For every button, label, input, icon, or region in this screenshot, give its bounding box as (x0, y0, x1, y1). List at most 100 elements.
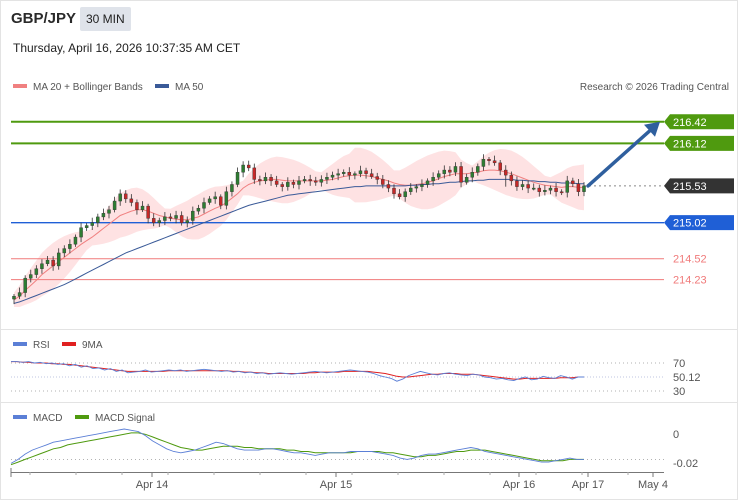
candle-body (73, 236, 78, 245)
candle-body (112, 200, 117, 210)
price-level-tag (664, 215, 734, 231)
candle-body (151, 218, 156, 223)
macd-zero-label: 0 (673, 429, 679, 441)
candle-body (274, 180, 279, 185)
candle-body (464, 177, 469, 183)
rsi-ma-legend-swatch (62, 342, 76, 346)
macd-legend-label: MACD (33, 413, 62, 424)
candle-body (269, 177, 273, 182)
candle-body (314, 180, 318, 183)
price-level-label: 214.52 (673, 254, 707, 266)
macd-signal-legend-swatch (75, 415, 89, 419)
candle-body (224, 191, 229, 206)
timestamp: Thursday, April 16, 2026 10:37:35 AM CET (13, 41, 241, 55)
candle-body (101, 213, 106, 218)
candle-body (79, 227, 83, 238)
candle-body (163, 216, 167, 221)
candle-body (230, 184, 234, 192)
candle-body (118, 193, 122, 202)
rsi-legend-label: RSI (33, 340, 50, 351)
candle-body (34, 268, 39, 275)
candle-body (341, 172, 346, 174)
rsi-level-label: 30 (673, 386, 685, 398)
candle-body (107, 209, 111, 214)
candle-body (504, 169, 508, 176)
candle-body (45, 259, 50, 264)
candle-body (565, 180, 569, 193)
price-pane: 216.42 216.12 215.53 215.02 214.52 214.23 (11, 114, 734, 307)
candle-body (358, 170, 363, 174)
candle-body (364, 170, 368, 174)
candle-body (347, 172, 352, 176)
candle-body (235, 172, 240, 185)
rsi-pane: 70 30 50.12 (11, 358, 701, 398)
candle-body (246, 164, 251, 169)
candle-body (381, 179, 385, 185)
candle-body (442, 169, 447, 174)
price-level-tag (664, 114, 734, 130)
candle-body (202, 202, 206, 209)
candle-body (392, 187, 396, 195)
candle-body (492, 160, 497, 164)
candle-body (386, 184, 391, 189)
candle-body (140, 205, 145, 210)
candle-body (302, 179, 307, 182)
candle-body (263, 177, 268, 182)
candle-body (129, 198, 134, 203)
candle-body (531, 187, 536, 190)
time-axis-label: Apr 14 (136, 479, 168, 491)
candle-body (459, 166, 463, 183)
candle-body (509, 174, 514, 182)
rsi-line (11, 361, 584, 382)
candle-body (336, 173, 340, 176)
candle-body (559, 191, 564, 194)
time-axis: Apr 14 Apr 15 Apr 16 Apr 17 May 4 (10, 468, 668, 491)
candle-body (515, 180, 519, 187)
candle-body (84, 225, 89, 228)
time-axis-label: Apr 16 (503, 479, 535, 491)
candle-body (537, 187, 542, 192)
candle-body (258, 179, 262, 182)
time-axis-label: Apr 17 (572, 479, 604, 491)
candle-body (191, 210, 195, 221)
candle-body (520, 184, 525, 187)
rsi-legend-swatch (13, 342, 27, 346)
candle-body (436, 173, 441, 178)
candle-body (12, 295, 16, 300)
candle-body (196, 208, 201, 212)
rsi-ma-line (11, 361, 584, 380)
timeframe-button[interactable]: 30 MIN (80, 7, 131, 31)
forecast-arrow-shaft (586, 127, 654, 188)
candle-body (280, 184, 284, 187)
candle-body (554, 187, 558, 192)
candle-body (431, 177, 435, 182)
candle-body (308, 179, 312, 182)
macd-legend-swatch (13, 415, 27, 419)
candle-body (487, 159, 491, 161)
candle-body (252, 167, 257, 180)
candle-body (168, 216, 173, 219)
candle-body (397, 193, 402, 197)
candle-body (23, 277, 27, 293)
candle-body (576, 183, 581, 192)
candle-body (291, 182, 296, 185)
candle-body (470, 172, 474, 178)
candle-body (414, 186, 419, 189)
candle-body (17, 292, 22, 297)
candle-body (213, 196, 217, 200)
price-level-label: 216.42 (673, 117, 707, 129)
candle-body (219, 196, 223, 206)
macd-current-label: -0.02 (673, 458, 698, 470)
price-level-label: 216.12 (673, 138, 707, 150)
macd-signal-line (10, 432, 584, 466)
macd-pane: 0 -0.02 (10, 428, 698, 470)
ma50-legend-label: MA 50 (175, 82, 204, 93)
bollinger-band (14, 147, 584, 307)
currency-pair-title: GBP/JPY (11, 10, 77, 27)
candle-body (135, 202, 139, 210)
price-level-tag (664, 178, 734, 194)
candle-body (319, 179, 324, 183)
candle-body (548, 187, 553, 191)
